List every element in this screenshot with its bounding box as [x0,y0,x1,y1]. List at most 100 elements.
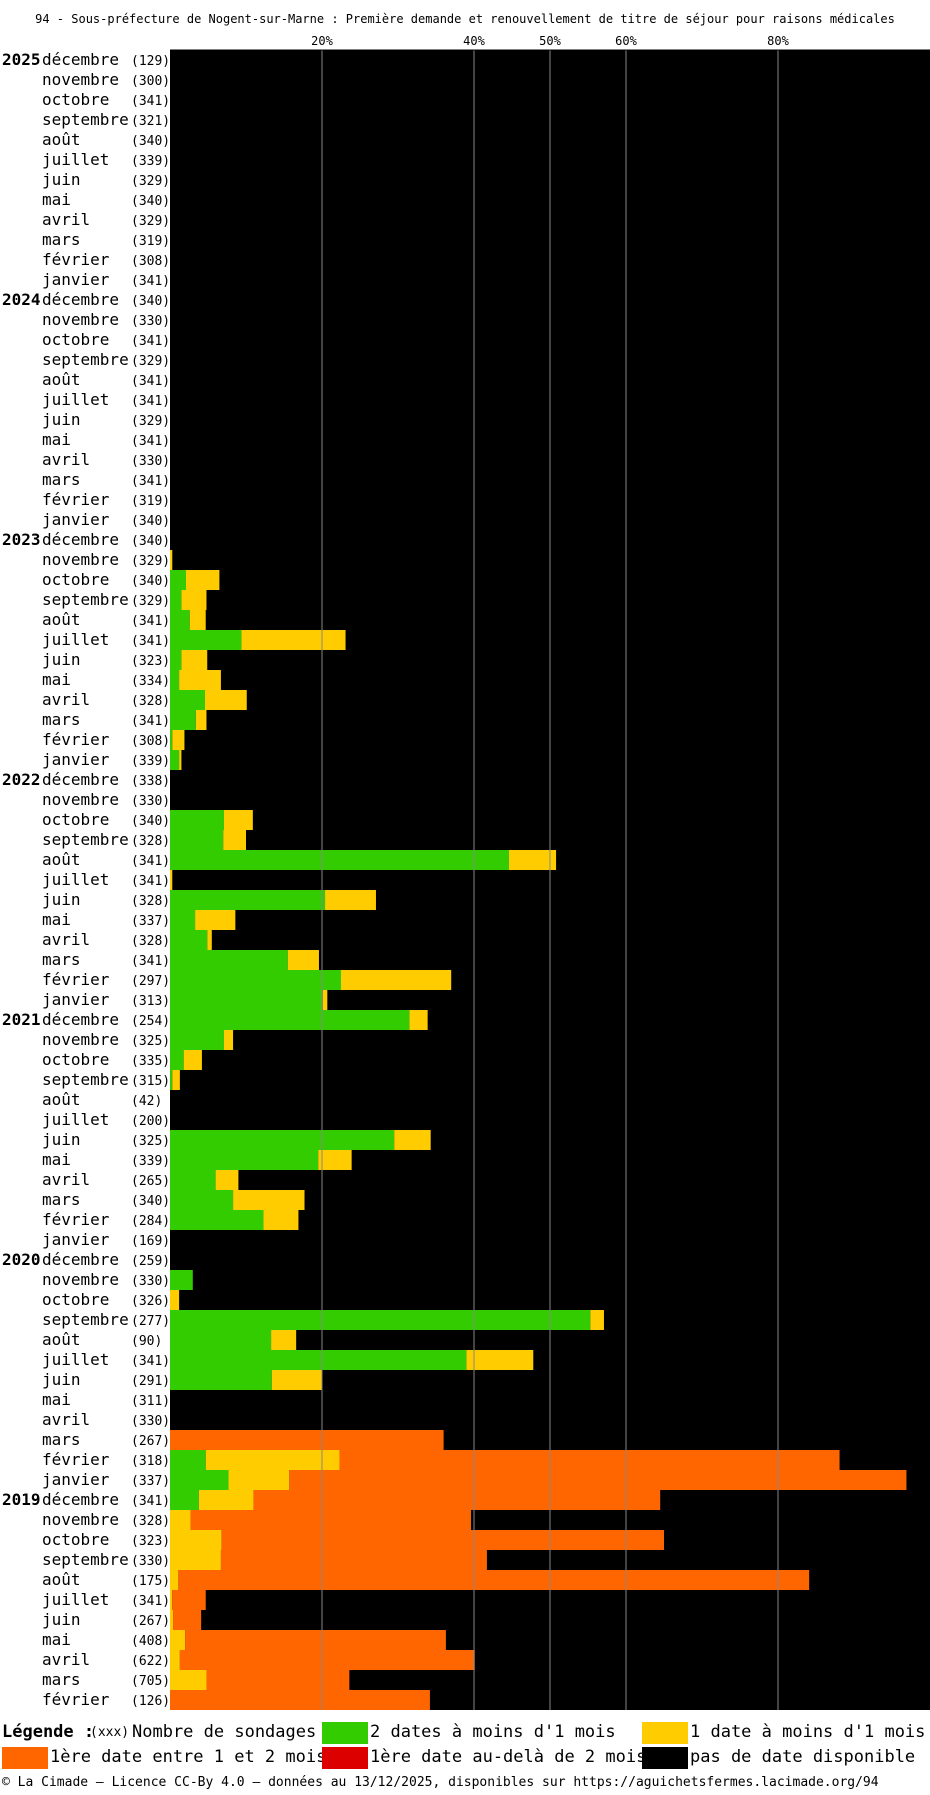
month-label: septembre [42,830,129,849]
month-label: décembre [42,770,119,789]
month-label: février [42,1690,110,1709]
month-label: janvier [42,750,110,769]
x-tick-label: 40% [463,34,485,48]
legend-swatch-two-dates [322,1722,368,1744]
count-label: (340) [131,1194,170,1209]
bar-one-date [287,950,319,970]
bar-two-dates [170,670,180,690]
month-label: février [42,970,110,989]
month-label: novembre [42,550,119,569]
count-label: (129) [131,54,170,69]
bar-one-date [271,1330,297,1350]
count-label: (338) [131,774,170,789]
legend-swatch-none [642,1747,688,1769]
count-label: (340) [131,134,170,149]
count-label: (126) [131,1694,170,1709]
bar-one-date [170,1670,207,1690]
bar-first-1-2 [221,1530,664,1550]
count-label: (291) [131,1374,170,1389]
count-label: (341) [131,474,170,489]
month-label: novembre [42,310,119,329]
bar-one-date [181,650,208,670]
x-tick-label: 20% [311,34,333,48]
bar-one-date [223,810,253,830]
month-label: février [42,730,110,749]
chart-title: 94 - Sous-préfecture de Nogent-sur-Marne… [35,12,895,26]
bar-one-date [170,1610,174,1630]
month-label: septembre [42,110,129,129]
count-label: (330) [131,1414,170,1429]
bar-two-dates [170,1490,199,1510]
bar-one-date [195,710,207,730]
count-label: (329) [131,174,170,189]
count-label: (337) [131,914,170,929]
count-label: (328) [131,694,170,709]
legend-label-two-dates: 2 dates à moins d'1 mois [370,1722,616,1742]
count-label: (300) [131,74,170,89]
bar-two-dates [170,930,208,950]
bar-two-dates [170,610,190,630]
count-label: (265) [131,1174,170,1189]
bar-one-date [195,910,236,930]
bar-two-dates [170,1130,395,1150]
year-label: 2019 [2,1490,41,1509]
count-label: (329) [131,554,170,569]
bar-one-date [223,830,246,850]
month-label: janvier [42,1470,110,1489]
month-label: janvier [42,510,110,529]
count-label: (325) [131,1034,170,1049]
legend: Légende : (xxx) Nombre de sondages 2 dat… [0,1722,930,1770]
month-label: avril [42,1410,90,1429]
count-label: (315) [131,1074,170,1089]
bar-two-dates [170,630,242,650]
bar-two-dates [170,1170,216,1190]
count-label: (308) [131,734,170,749]
bar-two-dates [170,890,326,910]
count-label: (341) [131,394,170,409]
bar-one-date [466,1350,534,1370]
bar-two-dates [170,970,341,990]
bar-one-date [223,1030,234,1050]
month-label: novembre [42,1510,119,1529]
month-label: juin [42,890,81,909]
month-label: mai [42,670,71,689]
count-label: (328) [131,934,170,949]
bar-two-dates [170,1310,591,1330]
count-label: (90) [131,1334,162,1349]
bar-two-dates [170,990,323,1010]
bar-one-date [271,1370,322,1390]
month-label: août [42,1330,81,1349]
bar-one-date [172,1070,180,1090]
bar-one-date [241,630,346,650]
month-label: décembre [42,1490,119,1509]
month-label: février [42,250,110,269]
bar-two-dates [170,1190,234,1210]
month-label: octobre [42,570,109,589]
month-label: août [42,610,81,629]
legend-swatch-first-1-2 [2,1747,48,1769]
count-label: (200) [131,1114,170,1129]
month-label: août [42,370,81,389]
bar-one-date [318,1150,352,1170]
count-label: (335) [131,1054,170,1069]
count-label: (329) [131,414,170,429]
month-label: mars [42,1190,81,1209]
count-label: (329) [131,354,170,369]
year-label: 2023 [2,530,41,549]
count-label: (341) [131,374,170,389]
x-tick-label: 60% [615,34,637,48]
bar-one-date [172,730,185,750]
month-label: avril [42,1170,90,1189]
count-label: (297) [131,974,170,989]
bar-two-dates [170,1270,193,1290]
month-label: juin [42,1610,81,1629]
month-label: octobre [42,1050,109,1069]
month-label: février [42,490,110,509]
bar-two-dates [170,650,182,670]
count-label: (326) [131,1294,170,1309]
count-label: (328) [131,1514,170,1529]
count-label: (325) [131,1134,170,1149]
count-label: (311) [131,1394,170,1409]
month-label: octobre [42,1290,109,1309]
bar-one-date [170,870,173,890]
